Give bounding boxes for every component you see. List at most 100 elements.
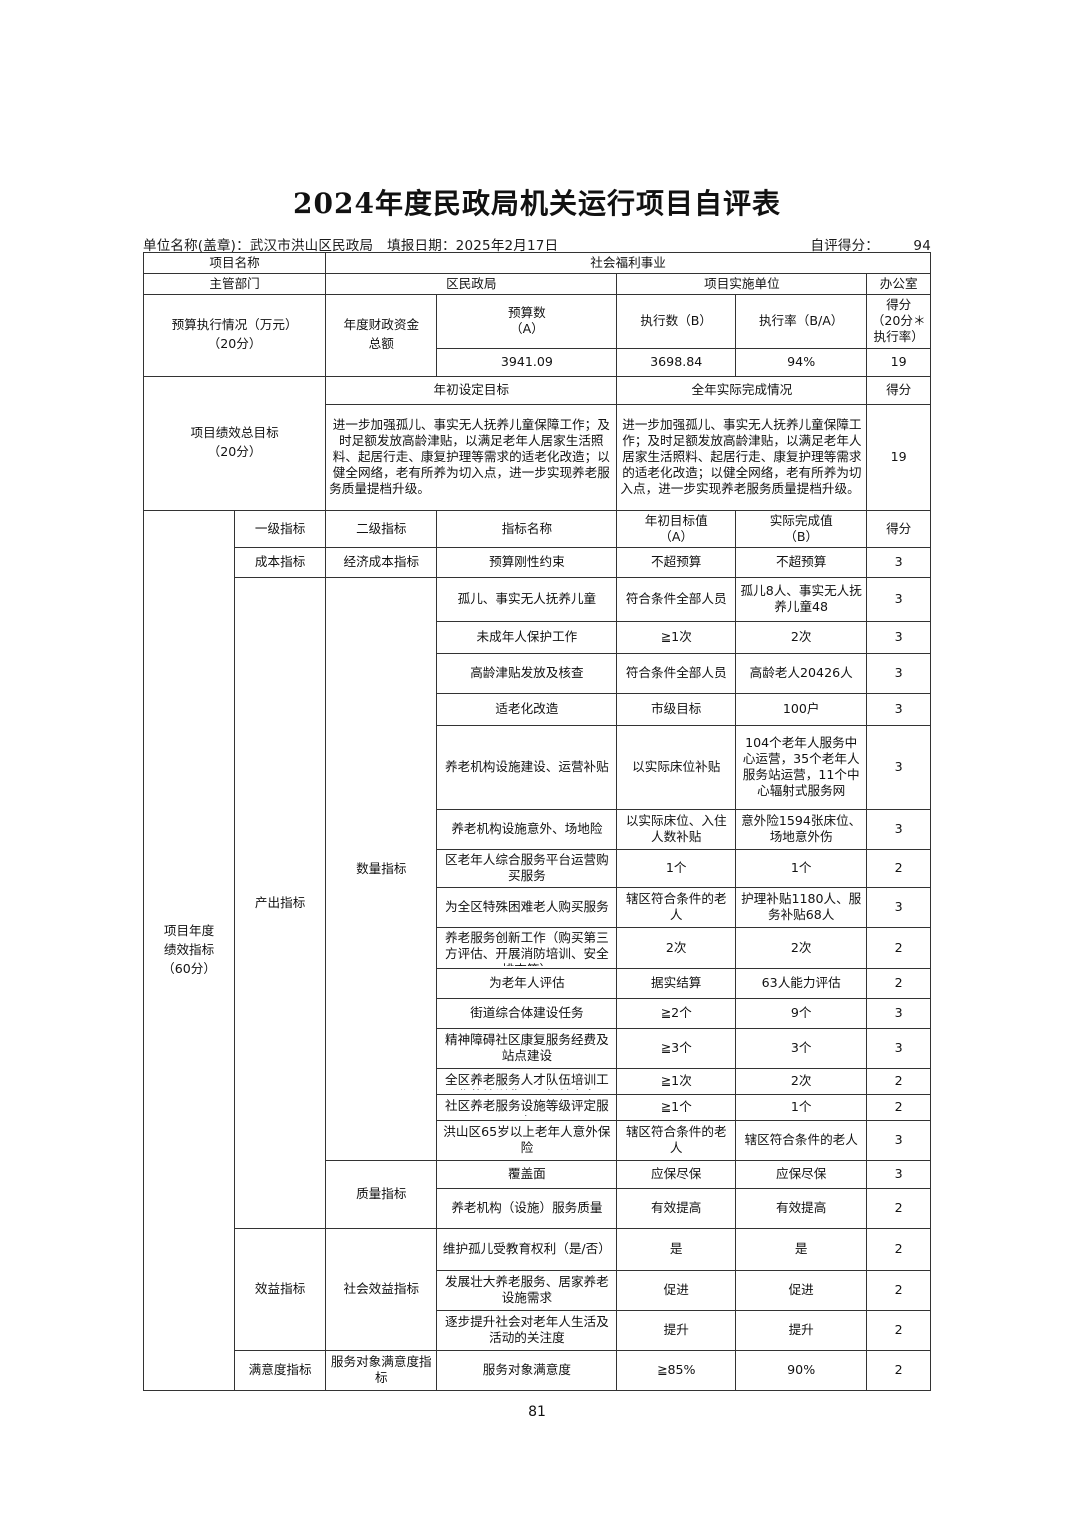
table-row: 成本指标 经济成本指标 预算刚性约束 不超预算 不超预算 3 [144, 546, 931, 578]
col-indicator-name: 指标名称 [436, 509, 618, 548]
header-meta: 单位名称(盖章)：武汉市洪山区民政局 填报日期：2025年2月17日 自评得分：… [143, 234, 931, 254]
level2-economic-cost: 经济成本指标 [325, 546, 438, 578]
indicator-actual: 2次 [735, 620, 868, 654]
indicator-actual: 3个 [735, 1027, 868, 1069]
indicator-score: 2 [866, 1349, 931, 1391]
indicator-actual: 1个 [735, 848, 868, 888]
self-score-value: 94 [913, 238, 931, 254]
indicator-actual: 100户 [735, 692, 868, 726]
indicator-score: 3 [866, 1119, 931, 1161]
indicator-name: 覆盖面 [436, 1159, 618, 1189]
indicator-score: 3 [866, 576, 931, 622]
indicator-actual: 1个 [735, 1093, 868, 1121]
indicator-actual: 90% [735, 1349, 868, 1391]
table-row-goal-header: 项目绩效总目标 （20分） 年初设定目标 全年实际完成情况 得分 [142, 375, 931, 511]
page-title: 2024年度民政局机关运行项目自评表 [293, 187, 781, 220]
indicator-score: 3 [866, 652, 931, 694]
indicator-name: 为老年人评估 [436, 967, 618, 999]
budget-total-label-line1: 年度财政资金 [343, 317, 420, 333]
indicators-section-label-line1: 项目年度 [163, 922, 215, 938]
level1-cost: 成本指标 [234, 546, 327, 578]
indicator-score: 3 [866, 808, 931, 850]
indicator-name: 养老机构（设施）服务质量 [436, 1187, 618, 1229]
indicator-score: 3 [866, 1027, 931, 1069]
department-value: 区民政局 [325, 273, 618, 296]
indicator-score: 2 [866, 1067, 931, 1095]
indicator-target: 辖区符合条件的老人 [616, 1119, 737, 1161]
goal-section-label-line1: 项目绩效总目标 [190, 425, 279, 441]
indicator-actual: 孤儿8人、事实无人抚养儿童48 [735, 576, 868, 622]
project-name-value: 社会福利事业 [325, 251, 931, 275]
indicator-name: 高龄津贴发放及核查 [436, 652, 618, 694]
indicator-actual: 是 [735, 1227, 868, 1271]
indicator-score: 2 [866, 967, 931, 999]
indicator-actual: 2次 [735, 1067, 868, 1095]
indicators-section-label-line2: 绩效指标 [163, 941, 215, 957]
indicator-target: ≧3个 [616, 1027, 737, 1069]
budget-section-label: 预算执行情况（万元） （20分） [142, 294, 327, 377]
indicator-target: 符合条件全部人员 [616, 652, 737, 694]
table-row: 街道综合体建设任务 ≧2个 9个 3 [144, 997, 931, 1029]
goal-section-label: 项目绩效总目标 （20分） [142, 375, 327, 511]
report-date-field: 填报日期：2025年2月17日 [387, 234, 558, 254]
indicator-name: 为全区特殊困难老人购买服务 [436, 886, 618, 928]
indicator-score: 3 [866, 1159, 931, 1189]
table-row-indicator-header: 项目年度 绩效指标 （60分） 一级指标 二级指标 指标名称 年初目标值 （A） 实际… [142, 509, 931, 1391]
indicator-name: 街道综合体建设任务 [436, 997, 618, 1029]
table-row: 产出指标 数量指标 孤儿、事实无人抚养儿童 符合条件全部人员 孤儿8人、事实无人… [144, 576, 931, 1229]
goal-score-value: 19 [866, 403, 931, 511]
indicator-score: 3 [866, 692, 931, 726]
table-row: 发展壮大养老服务、居家养老设施需求 促进 促进 2 [144, 1269, 931, 1311]
department-label: 主管部门 [142, 273, 327, 296]
budget-col-budget-line1: 预算数 [507, 305, 546, 321]
indicator-target: 符合条件全部人员 [616, 576, 737, 622]
indicator-actual: 意外险1594张床位、场地意外伤 [735, 808, 868, 850]
indicator-actual: 应保尽保 [735, 1159, 868, 1189]
goal-target-text: 进一步加强孤儿、事实无人抚养儿童保障工作；及时足额发放高龄津贴，以满足老年人居家… [325, 403, 618, 511]
indicator-target: 促进 [616, 1269, 737, 1311]
budget-col-score-line1: 得分 [886, 297, 912, 313]
indicator-score: 3 [866, 886, 931, 928]
budget-section-label-line2: （20分） [207, 336, 262, 352]
indicator-target: ≧85% [616, 1349, 737, 1391]
table-row-goal-body: 进一步加强孤儿、事实无人抚养儿童保障工作；及时足额发放高龄津贴，以满足老年人居家… [144, 403, 931, 511]
budget-value: 3941.09 [436, 347, 618, 377]
indicator-target: 提升 [616, 1309, 737, 1351]
indicator-target: 应保尽保 [616, 1159, 737, 1189]
exec-value: 3698.84 [616, 347, 737, 377]
unit-name-field: 单位名称(盖章)：武汉市洪山区民政局 [143, 234, 373, 254]
table-row-budget-header: 预算执行情况（万元） （20分） 年度财政资金 总额 预算数 （A） 执行数（B） 执… [142, 294, 931, 377]
table-row: 为全区特殊困难老人购买服务 辖区符合条件的老人 护理补贴1180人、服务补贴68… [144, 886, 931, 928]
report-date-value: 2025年2月17日 [455, 238, 559, 254]
indicator-score: 3 [866, 546, 931, 578]
indicator-name: 孤儿、事实无人抚养儿童 [436, 576, 618, 622]
table-row: 满意度指标 服务对象满意度指标 服务对象满意度 ≧85% 90% 2 [144, 1349, 931, 1391]
indicator-target: 有效提高 [616, 1187, 737, 1229]
indicator-score: 2 [866, 1269, 931, 1311]
indicator-actual: 不超预算 [735, 546, 868, 578]
goal-col-target: 年初设定目标 [325, 375, 618, 405]
indicator-score: 2 [866, 1093, 931, 1121]
indicator-score: 3 [866, 997, 931, 1029]
indicator-name: 洪山区65岁以上老年人意外保险 [436, 1119, 618, 1161]
col-level2: 二级指标 [325, 509, 438, 548]
budget-col-score-line2: （20分＊执行率） [871, 313, 926, 345]
indicator-name: 社区养老服务设施等级评定服务 [436, 1093, 618, 1121]
table-row: 社区养老服务设施等级评定服务 ≧1个 1个 2 [144, 1093, 931, 1121]
indicator-target: 1个 [616, 848, 737, 888]
budget-total-label: 年度财政资金 总额 [325, 294, 438, 377]
table-row-department: 主管部门 区民政局 项目实施单位 办公室 [142, 273, 931, 296]
indicator-name: 养老机构设施建设、运营补贴 [436, 724, 618, 810]
indicator-actual: 63人能力评估 [735, 967, 868, 999]
table-row-project-name: 项目名称 社会福利事业 [142, 251, 931, 275]
indicator-actual: 2次 [735, 926, 868, 969]
self-score-field: 自评得分： 94 [811, 234, 932, 254]
goal-actual-text: 进一步加强孤儿、事实无人抚养儿童保障工作；及时足额发放高龄津贴，以满足老年人居家… [616, 403, 868, 511]
table-row: 区老年人综合服务平台运营购买服务 1个 1个 2 [144, 848, 931, 888]
indicator-actual: 高龄老人20426人 [735, 652, 868, 694]
indicator-name: 预算刚性约束 [436, 546, 618, 578]
table-row: 养老服务创新工作（购买第三方评估、开展消防培训、安全排查等） 2次 2次 2 [144, 926, 931, 969]
indicator-target: 以实际床位、入住人数补贴 [616, 808, 737, 850]
indicator-score: 2 [866, 848, 931, 888]
